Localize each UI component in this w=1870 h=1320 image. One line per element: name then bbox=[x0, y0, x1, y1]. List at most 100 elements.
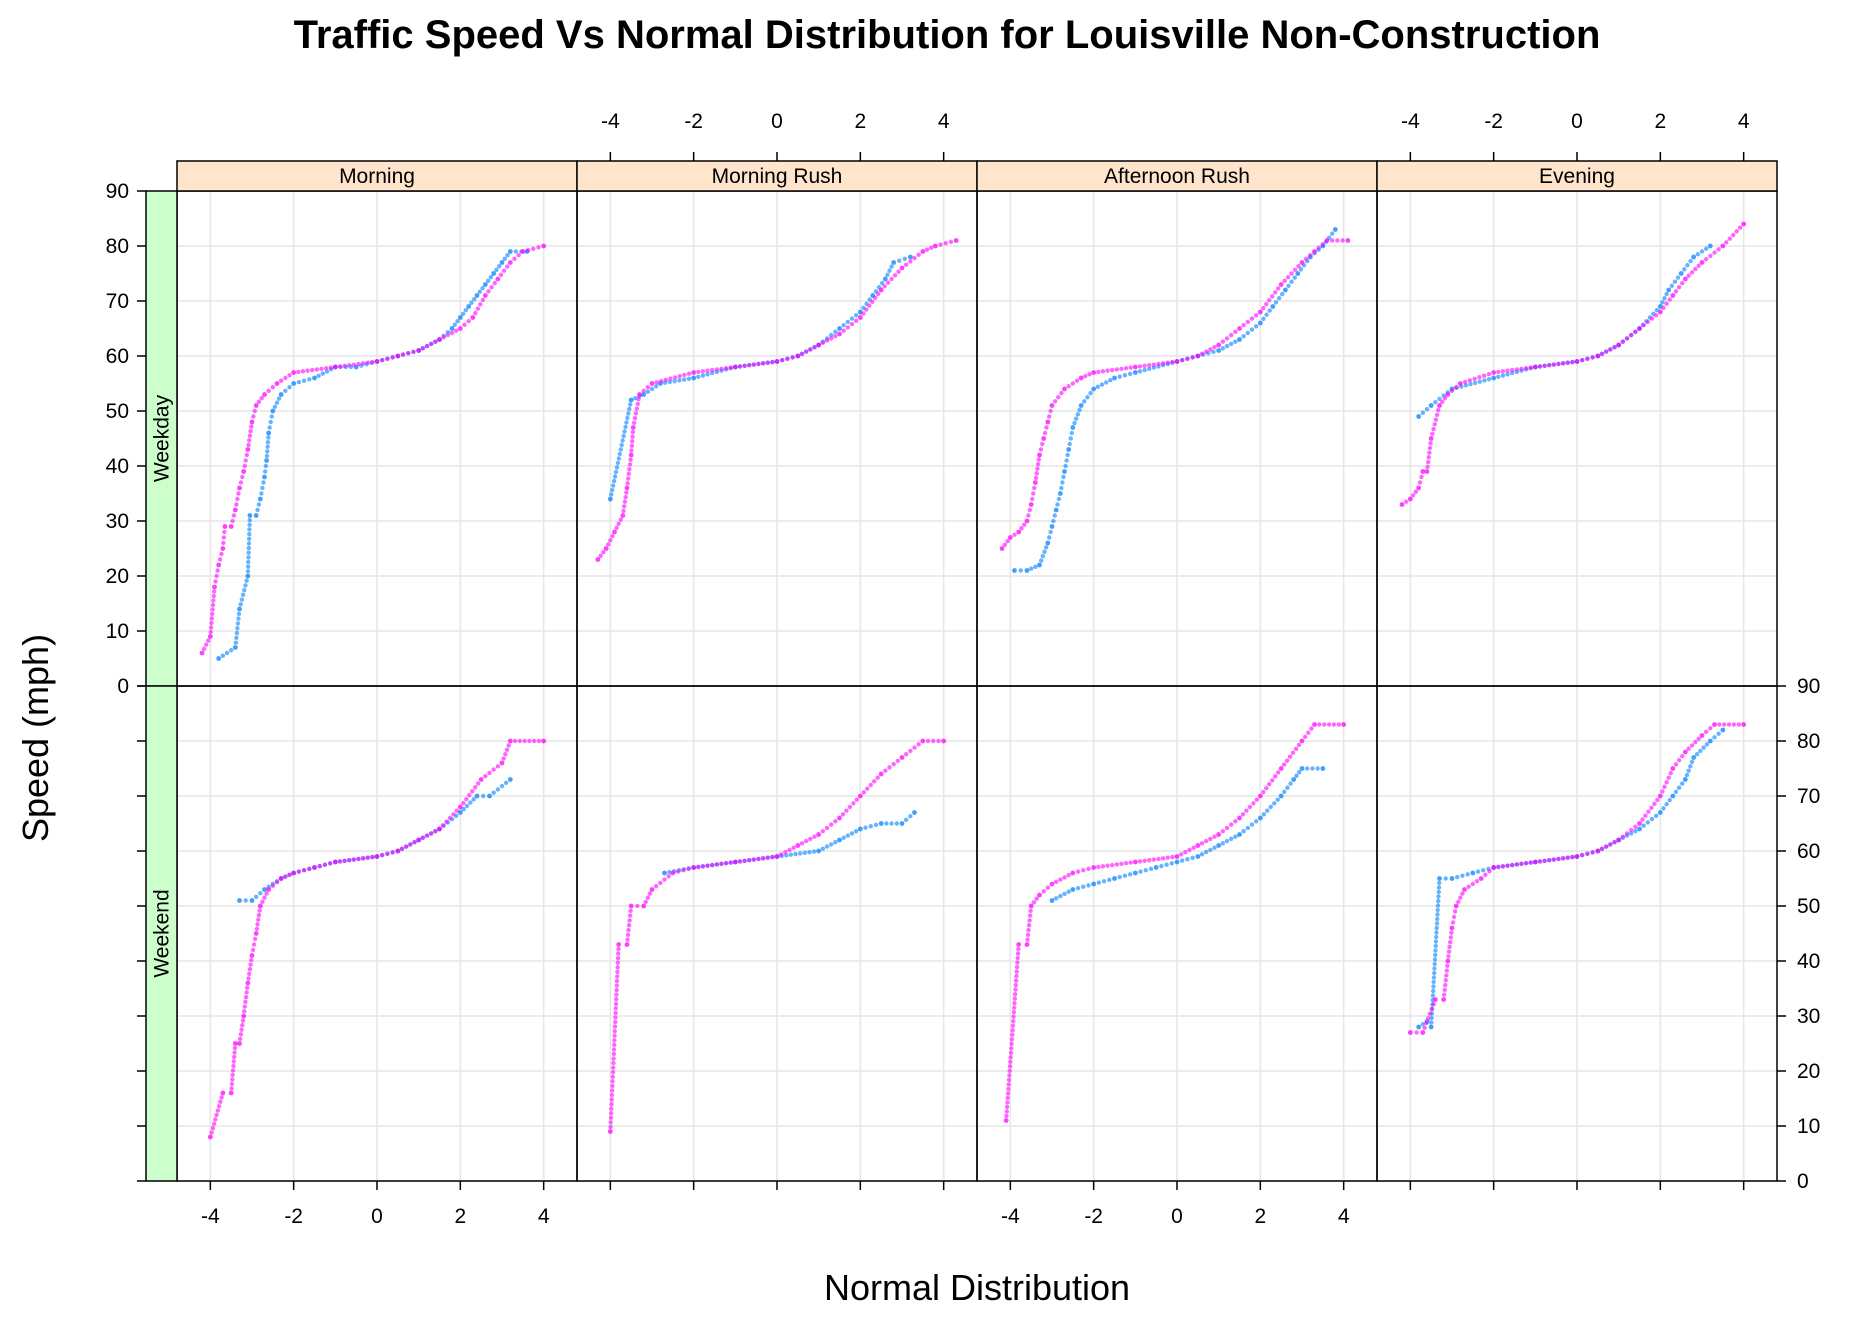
data-point bbox=[1049, 898, 1055, 903]
data-point bbox=[260, 899, 265, 905]
data-point bbox=[610, 1079, 615, 1084]
data-point bbox=[1431, 970, 1437, 976]
data-point bbox=[1114, 367, 1120, 372]
data-point bbox=[630, 439, 635, 444]
data-point bbox=[406, 351, 411, 356]
data-point bbox=[1195, 353, 1201, 359]
data-point bbox=[1142, 363, 1147, 368]
data-point bbox=[1427, 1011, 1433, 1016]
data-point bbox=[262, 469, 268, 474]
data-point bbox=[1595, 353, 1601, 359]
data-point bbox=[247, 438, 252, 443]
data-point bbox=[1278, 766, 1284, 771]
data-point bbox=[816, 832, 822, 837]
data-point bbox=[1143, 868, 1148, 873]
data-point bbox=[272, 404, 278, 410]
data-point bbox=[1424, 469, 1430, 474]
data-point bbox=[453, 328, 459, 333]
data-point bbox=[266, 430, 272, 436]
data-point bbox=[216, 562, 222, 568]
data-point bbox=[1027, 507, 1032, 513]
y-tick-label: 20 bbox=[106, 565, 129, 588]
data-point bbox=[1305, 766, 1310, 771]
data-point bbox=[732, 859, 738, 865]
data-point bbox=[1228, 822, 1234, 827]
data-point bbox=[1272, 801, 1277, 806]
data-point bbox=[1070, 870, 1076, 876]
data-point bbox=[1085, 395, 1090, 400]
data-point bbox=[291, 870, 297, 876]
data-point bbox=[807, 850, 812, 855]
data-point bbox=[244, 990, 249, 995]
data-point bbox=[1457, 381, 1463, 386]
data-point bbox=[1042, 430, 1048, 436]
data-point bbox=[1224, 825, 1230, 831]
data-point bbox=[624, 485, 630, 491]
data-point bbox=[615, 965, 620, 970]
data-point bbox=[245, 985, 250, 990]
data-point bbox=[256, 912, 262, 918]
data-point bbox=[1264, 312, 1269, 317]
data-point bbox=[723, 861, 729, 866]
data-point bbox=[262, 887, 267, 892]
data-point bbox=[236, 616, 241, 621]
data-point bbox=[677, 373, 682, 379]
data-point bbox=[278, 876, 284, 881]
data-point bbox=[209, 620, 214, 626]
data-point bbox=[774, 854, 780, 859]
data-point bbox=[1015, 955, 1020, 961]
data-point bbox=[1462, 887, 1467, 892]
data-point bbox=[457, 326, 463, 331]
data-point bbox=[1680, 280, 1685, 286]
data-point bbox=[1009, 1046, 1014, 1051]
data-point bbox=[653, 884, 659, 889]
data-point bbox=[1007, 1073, 1012, 1078]
data-point bbox=[611, 1051, 616, 1057]
data-point bbox=[1428, 436, 1434, 441]
data-point bbox=[1684, 772, 1690, 778]
data-point bbox=[1542, 363, 1547, 368]
x-tick-label: -2 bbox=[684, 110, 703, 133]
data-point bbox=[1437, 880, 1442, 886]
data-point bbox=[625, 476, 631, 481]
data-point bbox=[447, 815, 453, 821]
data-point bbox=[1431, 984, 1436, 989]
data-point bbox=[1075, 412, 1081, 417]
data-point bbox=[1688, 764, 1693, 769]
data-point bbox=[1257, 320, 1263, 326]
data-point bbox=[1608, 347, 1613, 352]
data-point bbox=[1091, 881, 1097, 887]
data-point bbox=[305, 368, 310, 373]
data-point bbox=[499, 760, 505, 766]
data-point bbox=[242, 1004, 248, 1009]
data-point bbox=[1096, 864, 1101, 870]
data-point bbox=[1437, 396, 1442, 402]
data-point bbox=[1100, 369, 1106, 374]
data-point bbox=[199, 650, 205, 656]
data-point bbox=[1547, 362, 1552, 368]
x-tick-label: -4 bbox=[1401, 110, 1420, 133]
data-point bbox=[1660, 300, 1665, 305]
data-point bbox=[1496, 369, 1501, 375]
data-point bbox=[778, 852, 784, 857]
data-point bbox=[1456, 899, 1461, 905]
data-point bbox=[1716, 731, 1721, 736]
data-point bbox=[1670, 766, 1676, 771]
data-point bbox=[1590, 850, 1595, 855]
data-point bbox=[654, 380, 659, 385]
data-point bbox=[356, 361, 361, 367]
y-tick-label: 80 bbox=[1797, 730, 1820, 753]
data-point bbox=[210, 602, 216, 608]
data-point bbox=[317, 863, 322, 869]
data-point bbox=[1086, 866, 1091, 872]
strip-label-row: Weekend bbox=[151, 889, 174, 977]
data-point bbox=[211, 589, 217, 594]
data-point bbox=[1449, 930, 1454, 935]
data-point bbox=[399, 846, 405, 851]
data-point bbox=[229, 1086, 234, 1091]
data-point bbox=[236, 611, 242, 617]
data-point bbox=[1267, 782, 1272, 787]
data-point bbox=[1437, 403, 1442, 408]
data-point bbox=[1035, 466, 1040, 471]
data-point bbox=[1468, 381, 1473, 387]
